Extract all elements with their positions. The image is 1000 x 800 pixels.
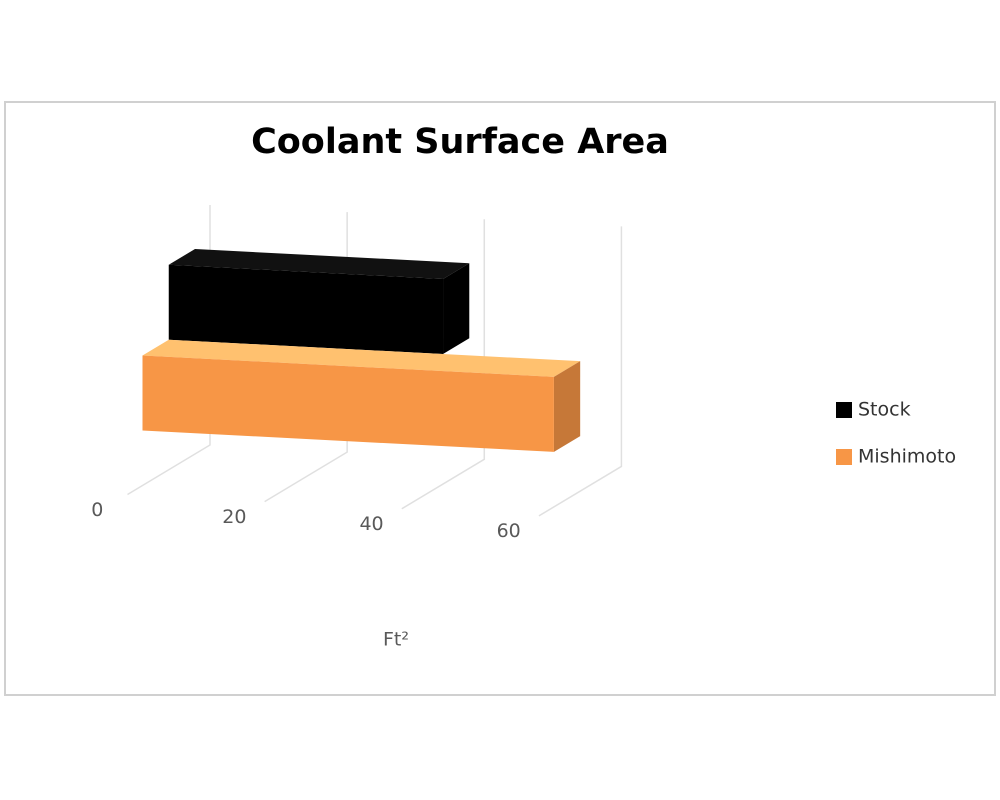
x-axis-title: Ft² (383, 629, 409, 651)
bars (142, 249, 581, 452)
bar-side (553, 361, 581, 452)
bar (168, 249, 470, 355)
legend-swatch (836, 402, 852, 418)
bar-front (168, 264, 444, 355)
legend-label: Stock (858, 399, 911, 421)
grid-line (401, 219, 486, 510)
bar (142, 339, 581, 452)
bar-top (168, 249, 470, 280)
legend-label: Mishimoto (858, 446, 956, 468)
x-tick-label: 60 (497, 520, 521, 542)
grid-line (538, 226, 623, 517)
legend: Stock Mishimoto (836, 399, 956, 468)
bar-side (443, 263, 470, 355)
legend-swatch (836, 449, 852, 465)
chart-title: Coolant Surface Area (251, 122, 669, 162)
x-tick-label: 20 (222, 506, 246, 528)
x-tick-label: 40 (359, 513, 383, 535)
bar-top (142, 339, 581, 377)
bar-front (142, 355, 554, 452)
x-tick-label: 0 (91, 499, 103, 521)
